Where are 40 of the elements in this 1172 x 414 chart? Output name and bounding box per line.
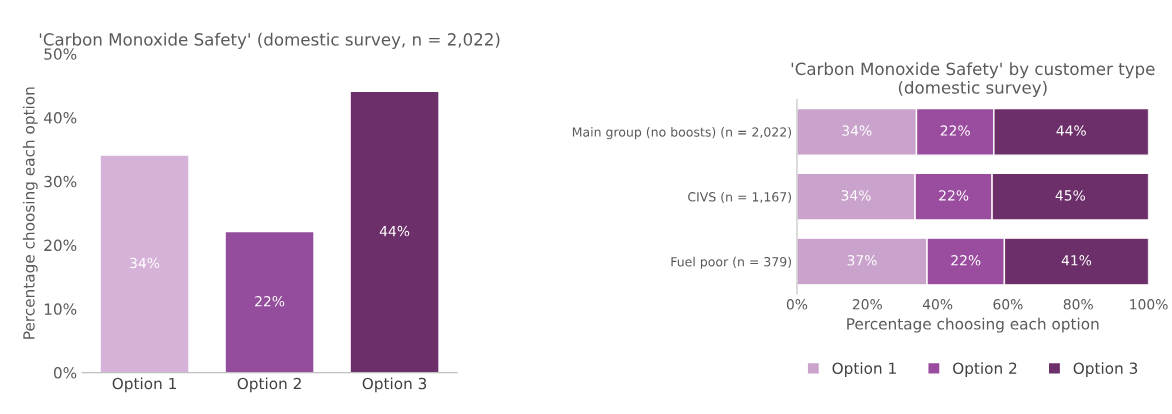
- y-axis-title: Percentage choosing each option: [22, 87, 38, 339]
- bar: [225, 232, 314, 373]
- data-label: 37%: [847, 255, 877, 266]
- y-tick-label: CIVS (n = 1,167): [688, 191, 792, 204]
- y-tick-label: 0%: [53, 367, 77, 379]
- data-label: 22%: [940, 125, 970, 136]
- data-label: 22%: [255, 295, 285, 307]
- x-tick-label: 20%: [852, 299, 882, 310]
- data-label: 44%: [1056, 125, 1086, 136]
- x-tick-label: 0%: [786, 299, 808, 310]
- x-tick-label: 60%: [993, 299, 1023, 310]
- bar: [100, 155, 189, 373]
- chart-title: 'Carbon Monoxide Safety' (domestic survey, n = 2,022): [39, 32, 500, 49]
- data-label: 22%: [939, 190, 969, 201]
- y-tick-label: Main group (no boosts) (n = 2,022): [572, 127, 792, 140]
- legend-label: Option 3: [1073, 362, 1138, 377]
- y-tick-label: Fuel poor (n = 379): [671, 256, 792, 269]
- x-axis-title: Percentage choosing each option: [847, 317, 1099, 333]
- y-tick-label: 20%: [44, 239, 77, 252]
- y-tick-label: 40%: [43, 112, 77, 124]
- x-tick-label: 100%: [1130, 299, 1168, 310]
- x-tick-label: Option 3: [362, 377, 427, 393]
- data-label: 34%: [841, 190, 871, 201]
- legend-label: Option 2: [953, 362, 1017, 377]
- bar: [350, 92, 439, 373]
- legend-label: Option 1: [832, 362, 896, 377]
- x-tick-label: Option 1: [112, 377, 176, 393]
- x-tick-label: 40%: [922, 299, 953, 310]
- x-tick-label: 80%: [1063, 299, 1093, 310]
- data-label: 34%: [842, 125, 872, 136]
- data-label: 34%: [130, 257, 160, 269]
- chart-title: 'Carbon Monoxide Safety' by customer type (domestic survey): [791, 62, 1155, 98]
- x-tick-label: Option 2: [237, 377, 301, 393]
- data-label: 22%: [951, 255, 981, 266]
- data-label: 44%: [379, 225, 410, 237]
- data-label: 41%: [1061, 255, 1092, 266]
- y-tick-label: 30%: [44, 175, 77, 188]
- y-tick-label: 50%: [44, 48, 77, 60]
- data-label: 45%: [1055, 190, 1085, 201]
- y-tick-label: 10%: [44, 303, 77, 315]
